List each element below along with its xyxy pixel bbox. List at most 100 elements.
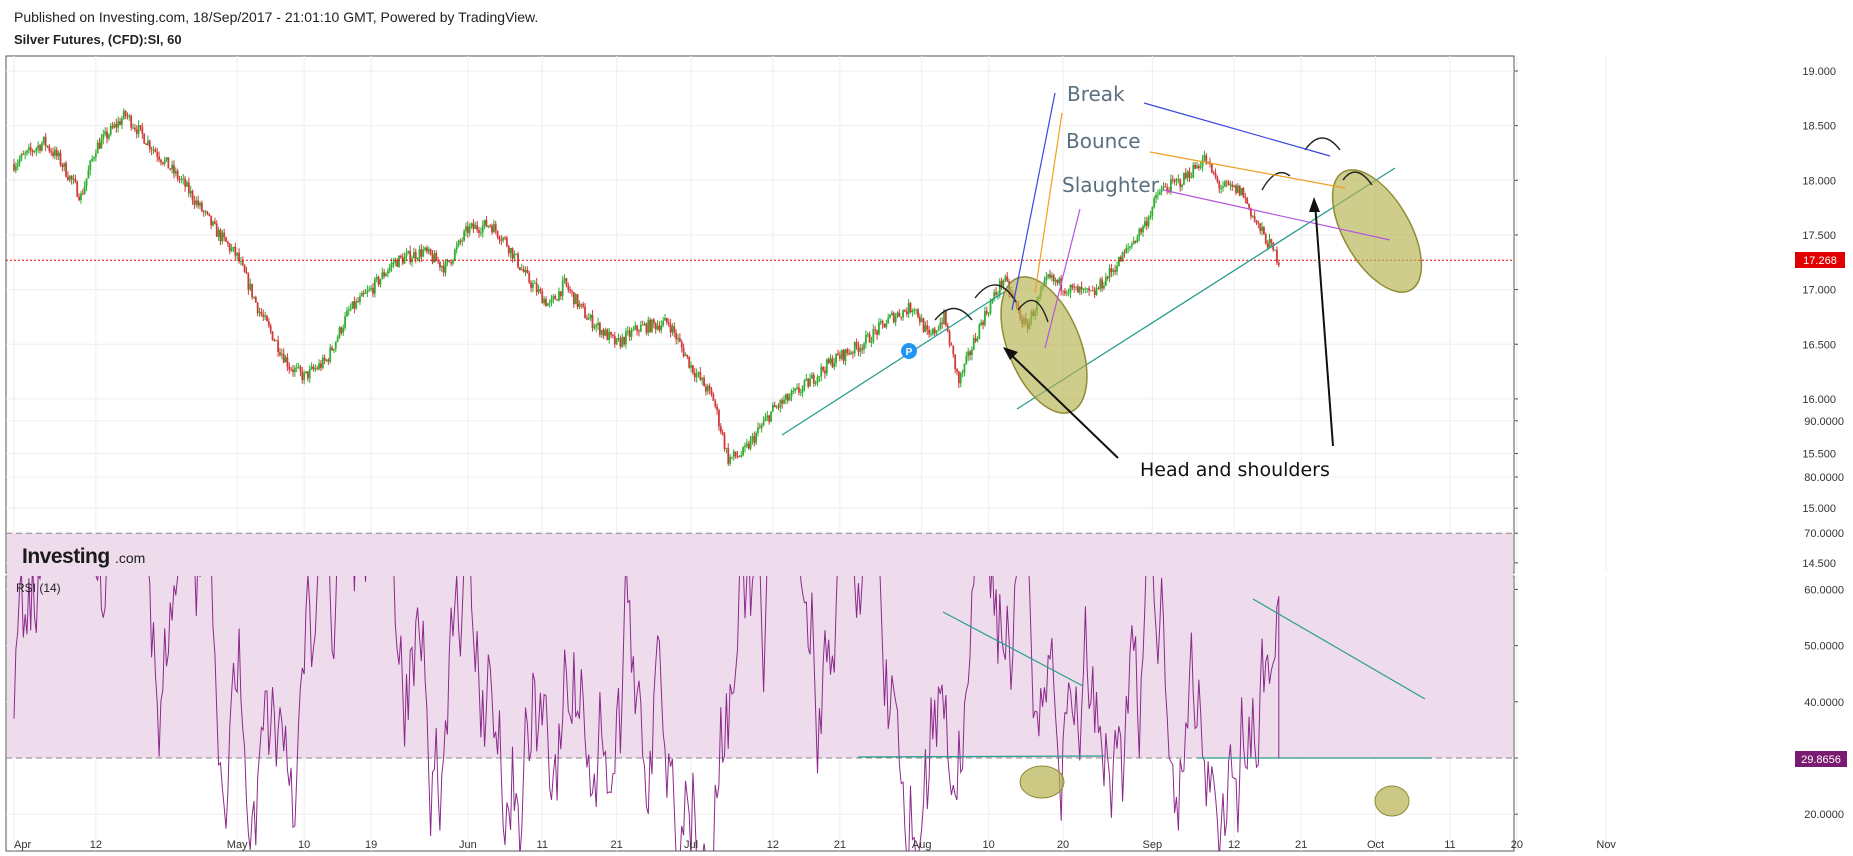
- candle-body-569: [1071, 285, 1074, 288]
- candle-body-565: [1064, 291, 1066, 294]
- candle-body-229: [439, 261, 441, 268]
- candle-body-317: [602, 330, 605, 336]
- candle-body-105: [208, 213, 211, 216]
- candle-body-44: [94, 153, 97, 158]
- candle-body-125: [245, 272, 248, 274]
- candle-body-506: [954, 354, 957, 370]
- candle-body-666: [1251, 216, 1254, 218]
- candle-body-109: [215, 223, 218, 237]
- candle-body-136: [266, 315, 268, 322]
- candle-body-562: [1058, 278, 1061, 284]
- candle-body-398: [753, 436, 756, 443]
- candle-body-415: [785, 394, 787, 400]
- candle-body-117: [230, 248, 233, 251]
- candle-body-454: [857, 346, 860, 352]
- candle-body-612: [1151, 207, 1154, 216]
- candle-body-574: [1080, 286, 1083, 290]
- candle-body-244: [466, 226, 469, 233]
- candle-body-14: [39, 145, 41, 151]
- candle-body-213: [409, 250, 412, 263]
- candle-body-429: [811, 374, 813, 379]
- candle-body-631: [1186, 171, 1189, 179]
- candle-body-188: [362, 292, 365, 294]
- rsi-tick-label-3: 60.0000: [1804, 584, 1844, 596]
- break-line-aug: [1011, 92, 1056, 311]
- candle-body-622: [1170, 179, 1172, 193]
- candle-body-311: [591, 314, 594, 329]
- candle-body-647: [1216, 177, 1219, 182]
- candle-body-458: [864, 334, 867, 344]
- candle-body-58: [120, 118, 123, 125]
- candle-body-350: [664, 317, 666, 321]
- candle-body-77: [156, 152, 159, 157]
- candle-body-423: [799, 392, 802, 394]
- candle-body-239: [457, 240, 460, 246]
- candle-body-241: [461, 240, 464, 242]
- candle-body-627: [1179, 179, 1182, 187]
- candle-body-46: [98, 142, 101, 149]
- candle-body-126: [247, 273, 250, 290]
- candle-body-70: [143, 133, 146, 144]
- candle-body-284: [541, 291, 544, 304]
- candle-body-617: [1160, 188, 1163, 193]
- candle-body-513: [967, 351, 970, 357]
- candle-body-471: [889, 314, 891, 318]
- candle-body-165: [320, 363, 322, 368]
- candle-body-76: [154, 149, 157, 153]
- logo-suffix: .com: [115, 550, 145, 566]
- candle-body-476: [898, 312, 901, 317]
- candle-body-187: [360, 292, 363, 297]
- candle-body-57: [119, 121, 121, 125]
- candle-body-607: [1142, 226, 1144, 233]
- candle-body-626: [1177, 179, 1180, 181]
- candle-body-447: [844, 349, 847, 361]
- candle-body-180: [347, 309, 350, 311]
- candle-body-141: [275, 340, 278, 342]
- candle-body-431: [814, 382, 817, 384]
- candle-body-16: [42, 136, 45, 144]
- candle-body-630: [1184, 173, 1187, 179]
- candle-body-54: [113, 124, 116, 128]
- candle-body-65: [134, 127, 136, 130]
- arrow-shaft-right: [1314, 202, 1334, 447]
- last-rsi-badge: [1795, 751, 1847, 767]
- candle-body-135: [264, 315, 266, 317]
- candle-body-258: [492, 224, 495, 233]
- annotation-bounce: Bounce: [1066, 129, 1141, 153]
- candle-body-487: [918, 316, 921, 323]
- candle-body-399: [755, 432, 758, 443]
- candle-body-153: [297, 366, 300, 368]
- candle-body-437: [825, 359, 828, 374]
- candle-body-664: [1248, 203, 1250, 208]
- candle-body-4: [20, 154, 23, 160]
- time-tick-label-6: 11: [537, 839, 548, 851]
- candle-body-82: [165, 157, 168, 160]
- candle-body-406: [768, 415, 771, 422]
- candle-body-556: [1047, 274, 1050, 277]
- candle-body-149: [290, 369, 293, 371]
- candle-body-6: [24, 153, 27, 155]
- candle-body-304: [578, 303, 581, 307]
- candle-body-87: [174, 170, 177, 174]
- candle-body-101: [200, 202, 203, 212]
- candle-body-409: [773, 404, 776, 408]
- candle-body-324: [615, 338, 618, 345]
- candle-body-511: [963, 363, 966, 373]
- candle-body-376: [712, 394, 715, 401]
- last-price-label: 17.268: [1803, 255, 1837, 267]
- candle-body-219: [420, 249, 423, 257]
- candle-body-206: [396, 259, 399, 267]
- event-marker: [901, 343, 917, 359]
- candle-body-51: [107, 134, 110, 139]
- candle-body-554: [1043, 280, 1046, 286]
- candle-body-472: [891, 312, 893, 315]
- rsi-axis: 90.0000 80.0000 70.0000 60.0000 50.0000 40.00…: [1514, 416, 1844, 821]
- candle-body-442: [835, 353, 838, 363]
- candle-body-1: [14, 166, 17, 171]
- rsi-tick-label-4: 50.0000: [1804, 641, 1844, 653]
- candle-body-321: [610, 331, 612, 335]
- time-tick-label-2: May: [227, 839, 248, 851]
- uptrend-line-july: [781, 286, 1013, 436]
- candle-body-364: [690, 365, 692, 368]
- candle-body-292: [556, 299, 559, 301]
